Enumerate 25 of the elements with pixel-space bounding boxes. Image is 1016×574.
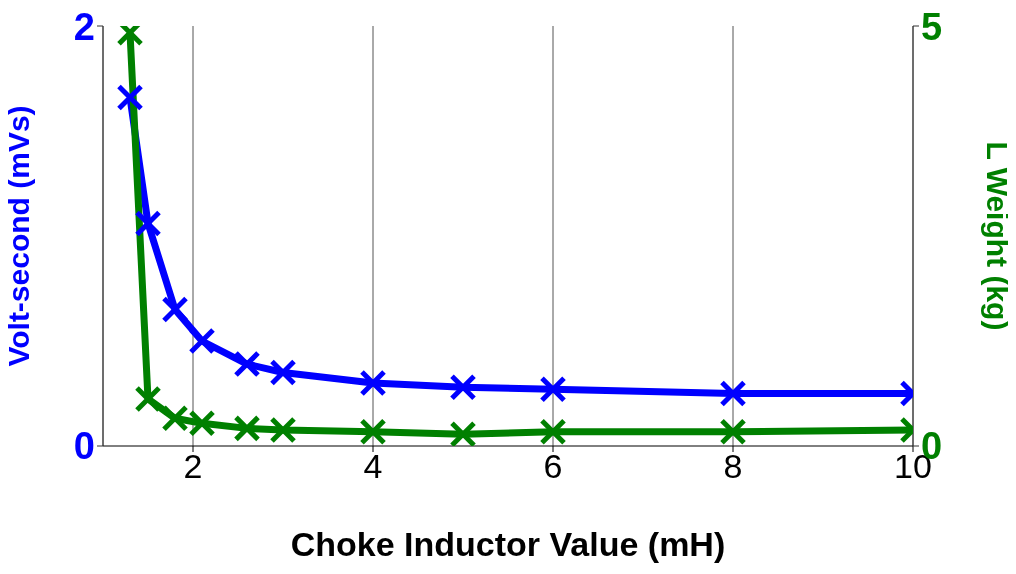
point bbox=[539, 375, 567, 403]
point bbox=[134, 209, 162, 237]
x-axis-title: Choke Inductor Value (mH) bbox=[290, 525, 726, 563]
x-tick-label: 8 bbox=[723, 447, 743, 486]
x-tick-label: 2 bbox=[183, 447, 203, 486]
point bbox=[449, 420, 477, 446]
point bbox=[359, 369, 387, 397]
point bbox=[719, 418, 747, 446]
y2-tick-label: 5 bbox=[921, 5, 943, 48]
point bbox=[233, 350, 261, 378]
point bbox=[116, 83, 144, 111]
point bbox=[269, 359, 297, 386]
point bbox=[359, 418, 387, 446]
point bbox=[188, 327, 216, 355]
point bbox=[134, 385, 162, 413]
point bbox=[188, 409, 216, 437]
point bbox=[161, 404, 189, 432]
x-tick-label: 4 bbox=[363, 447, 383, 486]
x-tick-label: 6 bbox=[543, 447, 563, 486]
point bbox=[539, 418, 567, 446]
point bbox=[719, 380, 747, 407]
point bbox=[449, 373, 477, 401]
point bbox=[161, 296, 189, 323]
point bbox=[233, 414, 261, 442]
point bbox=[269, 416, 297, 444]
